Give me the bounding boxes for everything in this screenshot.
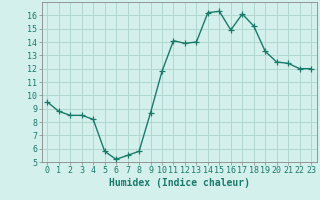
X-axis label: Humidex (Indice chaleur): Humidex (Indice chaleur) [109, 178, 250, 188]
